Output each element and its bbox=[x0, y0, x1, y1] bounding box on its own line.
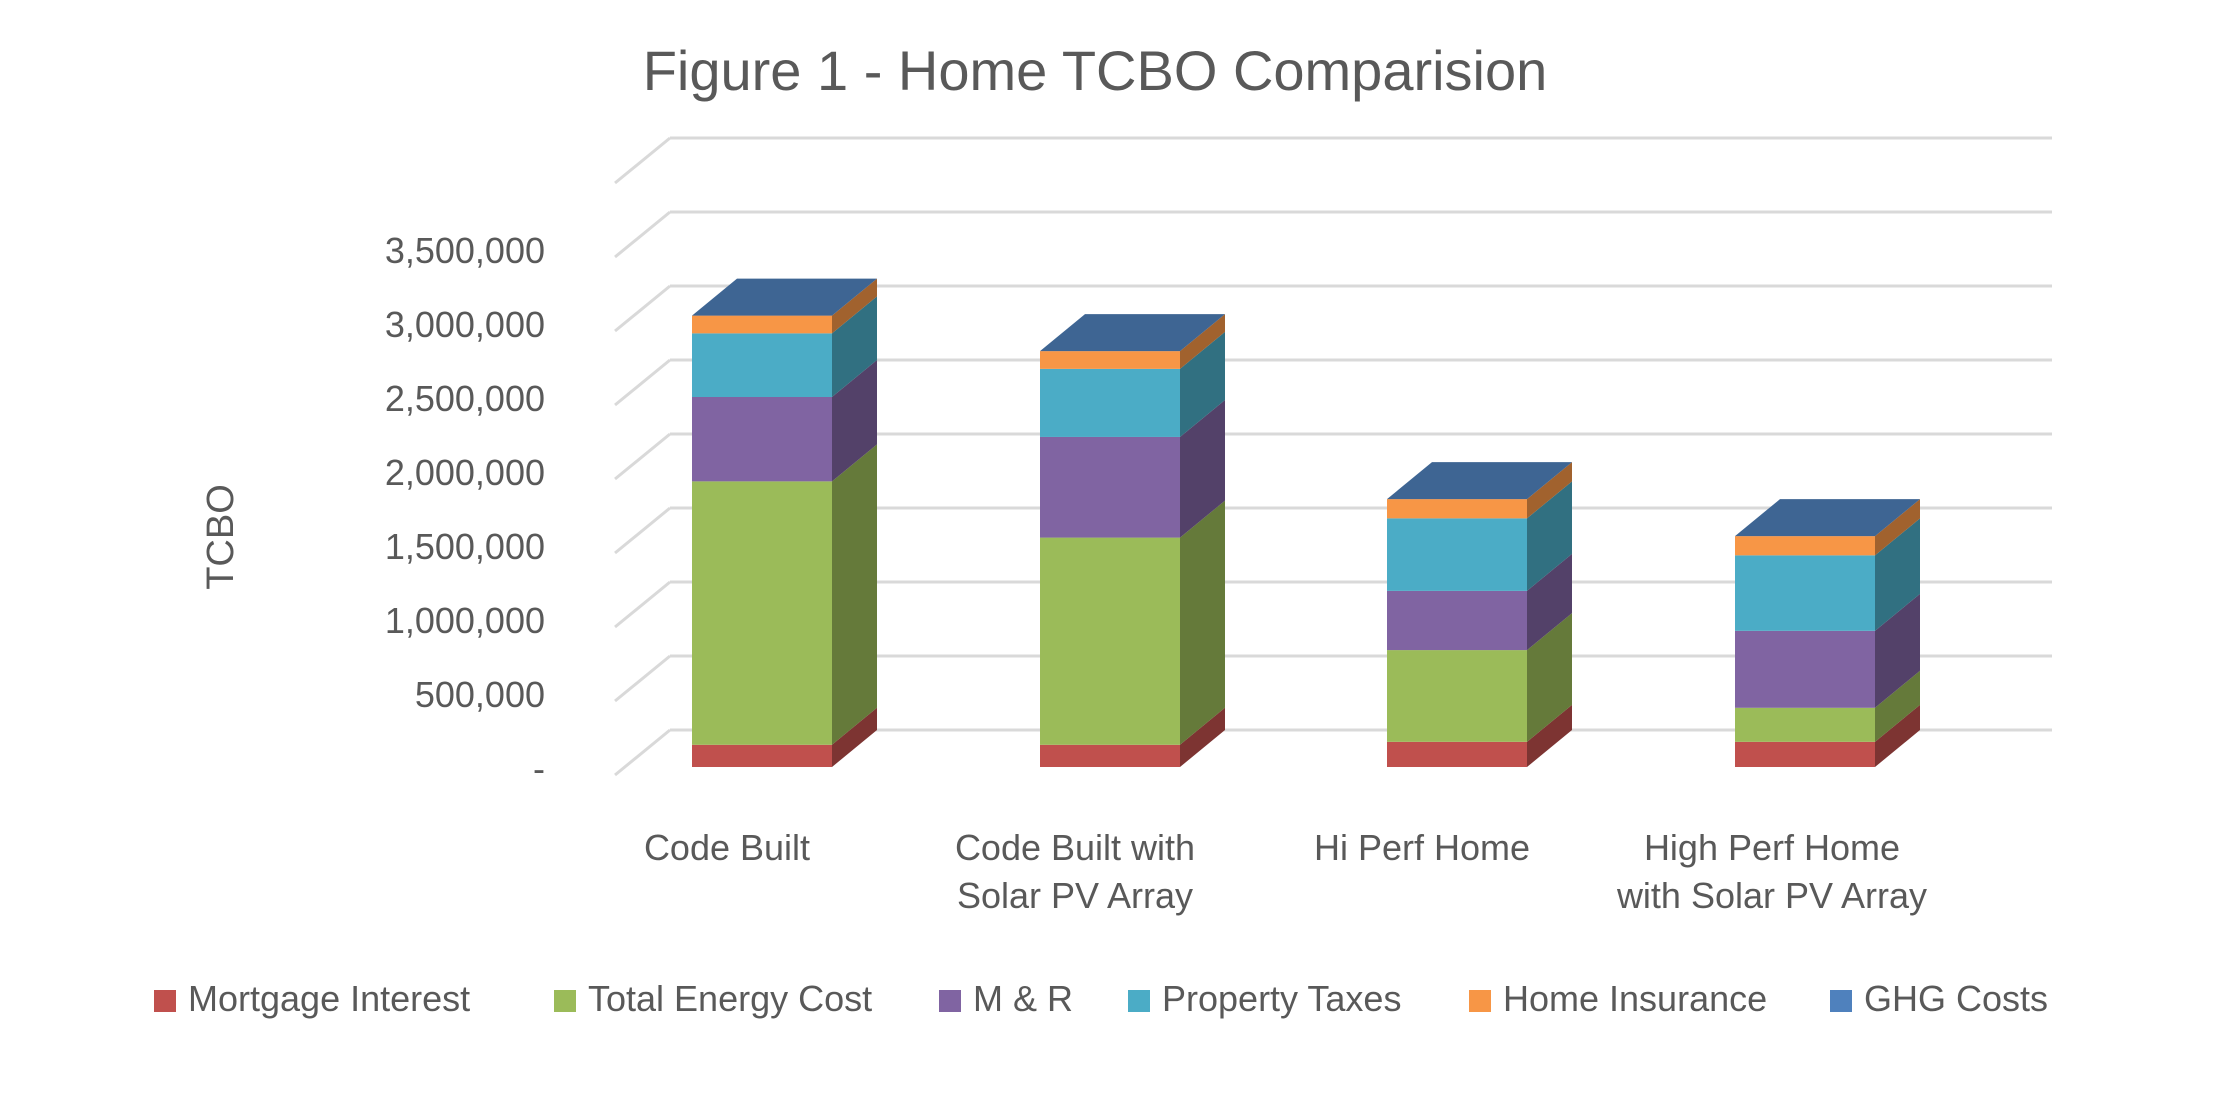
bar-segment bbox=[692, 333, 832, 397]
bar-segment bbox=[692, 397, 832, 482]
bar-segment bbox=[1387, 518, 1527, 591]
bar-side bbox=[1180, 500, 1225, 745]
bar-segment bbox=[692, 315, 832, 334]
bar-side bbox=[1180, 331, 1225, 437]
legend-swatch bbox=[939, 990, 961, 1012]
legend-swatch bbox=[554, 990, 576, 1012]
bar-segment bbox=[1735, 707, 1875, 742]
x-tick-label: High Perf Home bbox=[1644, 827, 1900, 868]
gridline-diagonal bbox=[614, 728, 671, 777]
gridline-diagonal bbox=[614, 210, 671, 259]
bar-top bbox=[1040, 314, 1225, 352]
bar-side bbox=[832, 278, 877, 334]
legend-label: GHG Costs bbox=[1864, 978, 2048, 1019]
bar-side bbox=[1527, 613, 1572, 742]
gridlines bbox=[614, 136, 2052, 777]
bar-segment bbox=[1040, 744, 1180, 767]
bar-stack bbox=[1387, 462, 1572, 767]
legend-item: M & R bbox=[939, 978, 1073, 1019]
bar-side bbox=[1527, 553, 1572, 651]
x-tick-label: with Solar PV Array bbox=[1616, 875, 1927, 916]
bar-segment bbox=[1735, 536, 1875, 556]
y-tick-label: 500,000 bbox=[415, 674, 545, 715]
gridline-diagonal bbox=[614, 358, 671, 407]
bar-top bbox=[1735, 499, 1920, 537]
bar-side bbox=[1527, 704, 1572, 767]
legend-label: M & R bbox=[973, 978, 1073, 1019]
bar-segment bbox=[1040, 368, 1180, 437]
y-tick-label: - bbox=[533, 748, 545, 789]
bar-stack bbox=[1040, 314, 1225, 767]
bar-top bbox=[1387, 462, 1572, 500]
legend-item: Home Insurance bbox=[1469, 978, 1767, 1019]
legend-swatch bbox=[1128, 990, 1150, 1012]
x-tick-label: Code Built with bbox=[955, 827, 1195, 868]
x-tick-label: Code Built bbox=[644, 827, 810, 868]
legend-item: Property Taxes bbox=[1128, 978, 1401, 1019]
bar-segment bbox=[1735, 741, 1875, 767]
bar-side bbox=[832, 444, 877, 745]
bar-side bbox=[832, 296, 877, 397]
bar-segment bbox=[1387, 741, 1527, 767]
legend-item: GHG Costs bbox=[1830, 978, 2048, 1019]
bar-side bbox=[1875, 593, 1920, 708]
gridline-diagonal bbox=[614, 432, 671, 481]
bar-side bbox=[1875, 499, 1920, 556]
y-tick-label: 1,500,000 bbox=[385, 526, 545, 567]
y-tick-label: 2,000,000 bbox=[385, 452, 545, 493]
legend-swatch bbox=[154, 990, 176, 1012]
bar-side bbox=[1180, 707, 1225, 767]
bar-segment bbox=[1387, 650, 1527, 742]
x-tick-label: Solar PV Array bbox=[957, 875, 1193, 916]
gridline-diagonal bbox=[614, 136, 671, 185]
bar-segment bbox=[1040, 436, 1180, 538]
bar-segment bbox=[1040, 537, 1180, 745]
legend-swatch bbox=[1469, 990, 1491, 1012]
bar-side bbox=[1875, 670, 1920, 742]
bar-side bbox=[1180, 399, 1225, 538]
y-axis-label: TCBO bbox=[200, 484, 242, 590]
bar-side bbox=[1180, 314, 1225, 369]
bar-side bbox=[1527, 462, 1572, 519]
bars bbox=[692, 278, 1920, 767]
bar-segment bbox=[1735, 555, 1875, 631]
bar-side bbox=[832, 707, 877, 767]
y-axis-ticks: - 500,000 1,000,000 1,500,000 2,000,000 2,500… bbox=[385, 230, 545, 789]
bar-segment bbox=[692, 744, 832, 767]
y-tick-label: 3,000,000 bbox=[385, 304, 545, 345]
legend-label: Total Energy Cost bbox=[588, 978, 872, 1019]
bar-segment bbox=[1040, 351, 1180, 369]
x-axis-ticks: Code Built Code Built with Solar PV Array H… bbox=[644, 827, 1927, 916]
bar-segment bbox=[692, 481, 832, 745]
gridline-diagonal bbox=[614, 580, 671, 629]
bar-side bbox=[1875, 518, 1920, 631]
legend-item: Mortgage Interest bbox=[154, 978, 470, 1019]
chart-title: Figure 1 - Home TCBO Comparision bbox=[643, 39, 1548, 102]
gridline-diagonal bbox=[614, 654, 671, 703]
y-tick-label: 3,500,000 bbox=[385, 230, 545, 271]
y-tick-label: 2,500,000 bbox=[385, 378, 545, 419]
legend-label: Home Insurance bbox=[1503, 978, 1767, 1019]
legend-label: Mortgage Interest bbox=[188, 978, 470, 1019]
legend-item: Total Energy Cost bbox=[554, 978, 872, 1019]
gridline-diagonal bbox=[614, 284, 671, 333]
bar-segment bbox=[1387, 499, 1527, 519]
bar-stack bbox=[692, 278, 877, 767]
bar-side bbox=[832, 360, 877, 482]
y-tick-label: 1,000,000 bbox=[385, 600, 545, 641]
legend: Mortgage Interest Total Energy Cost M & R P… bbox=[154, 978, 2048, 1019]
bar-stack bbox=[1735, 499, 1920, 767]
gridline-diagonal bbox=[614, 506, 671, 555]
bar-side bbox=[1527, 481, 1572, 591]
bar-segment bbox=[1387, 590, 1527, 651]
x-tick-label: Hi Perf Home bbox=[1314, 827, 1530, 868]
bar-side bbox=[1875, 704, 1920, 767]
bar-top bbox=[692, 278, 877, 316]
bar-segment bbox=[1735, 630, 1875, 708]
legend-label: Property Taxes bbox=[1162, 978, 1401, 1019]
legend-swatch bbox=[1830, 990, 1852, 1012]
